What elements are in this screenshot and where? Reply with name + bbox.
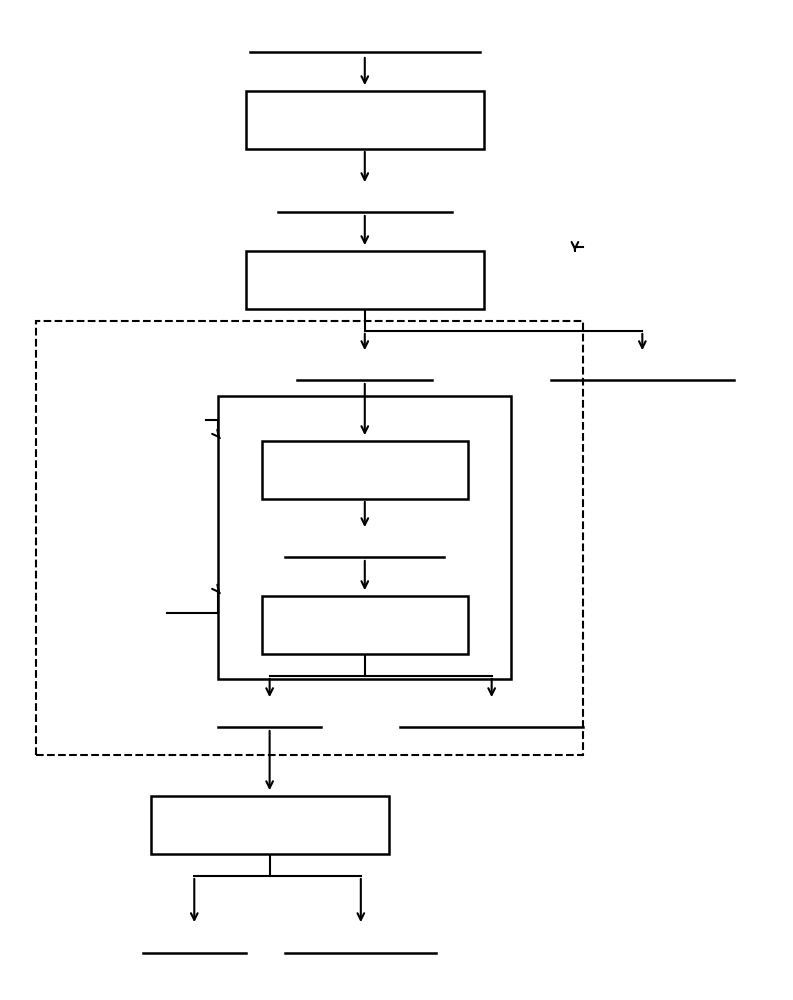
Bar (262, 596, 468, 654)
Bar (151, 796, 389, 854)
Bar (36, 321, 583, 755)
Bar (246, 91, 484, 149)
Bar (262, 441, 468, 499)
Bar (246, 251, 484, 309)
Bar (218, 396, 511, 679)
